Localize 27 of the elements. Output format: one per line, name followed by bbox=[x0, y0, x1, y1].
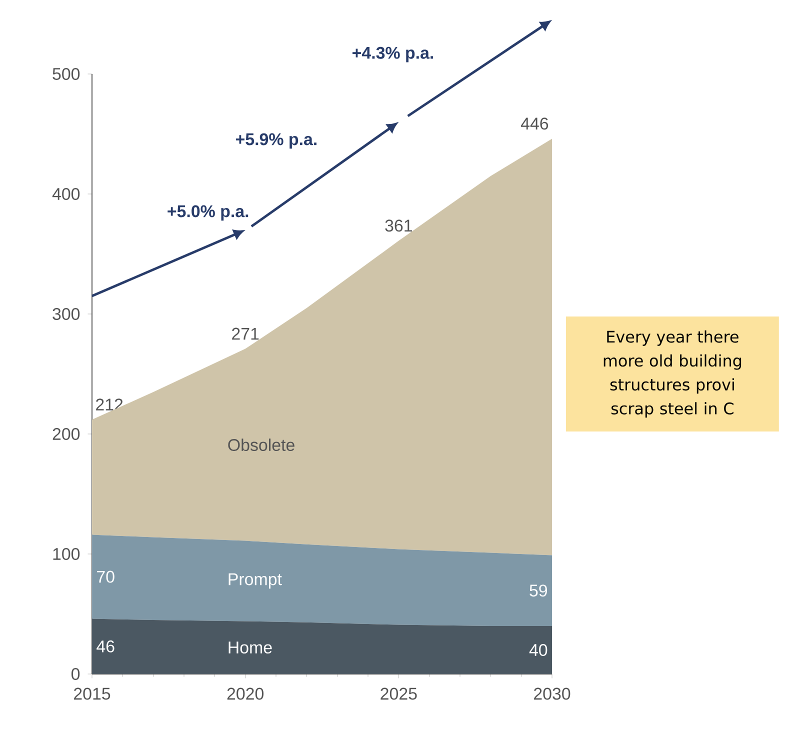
x-tick-label: 2020 bbox=[227, 688, 264, 700]
y-tick-label: 200 bbox=[52, 428, 80, 440]
y-tick-label: 400 bbox=[52, 188, 80, 200]
data-label: 40 bbox=[529, 644, 548, 656]
annotation: +5.0% p.a. bbox=[168, 205, 248, 221]
data-label: 59 bbox=[530, 584, 548, 597]
y-tick-label: 100 bbox=[53, 548, 80, 560]
total-label: 446 bbox=[520, 118, 548, 130]
y-tick-label: 300 bbox=[52, 308, 80, 320]
text: more old building bbox=[604, 354, 742, 370]
y-tick-label: 500 bbox=[52, 68, 80, 80]
y-tick-label: 0 bbox=[71, 668, 80, 680]
total-label: 271 bbox=[232, 328, 259, 340]
text: Every year there bbox=[607, 330, 738, 346]
x-tick-label: 2025 bbox=[380, 688, 417, 700]
series-label: Obsolete bbox=[228, 438, 294, 452]
series-label: Home bbox=[228, 642, 272, 654]
x-tick-label: 2030 bbox=[534, 688, 570, 700]
total-label: 361 bbox=[385, 220, 412, 232]
text: structures provi bbox=[610, 378, 734, 394]
series-label: Prompt bbox=[228, 573, 282, 589]
data-label: 70 bbox=[97, 570, 114, 583]
text: scrap steel in C bbox=[611, 402, 734, 418]
text: +4.3% p.a. bbox=[352, 46, 433, 62]
x-tick-label: 2015 bbox=[74, 688, 110, 700]
data-label: 46 bbox=[96, 640, 114, 652]
annotation: +5.9% p.a. bbox=[236, 133, 316, 149]
